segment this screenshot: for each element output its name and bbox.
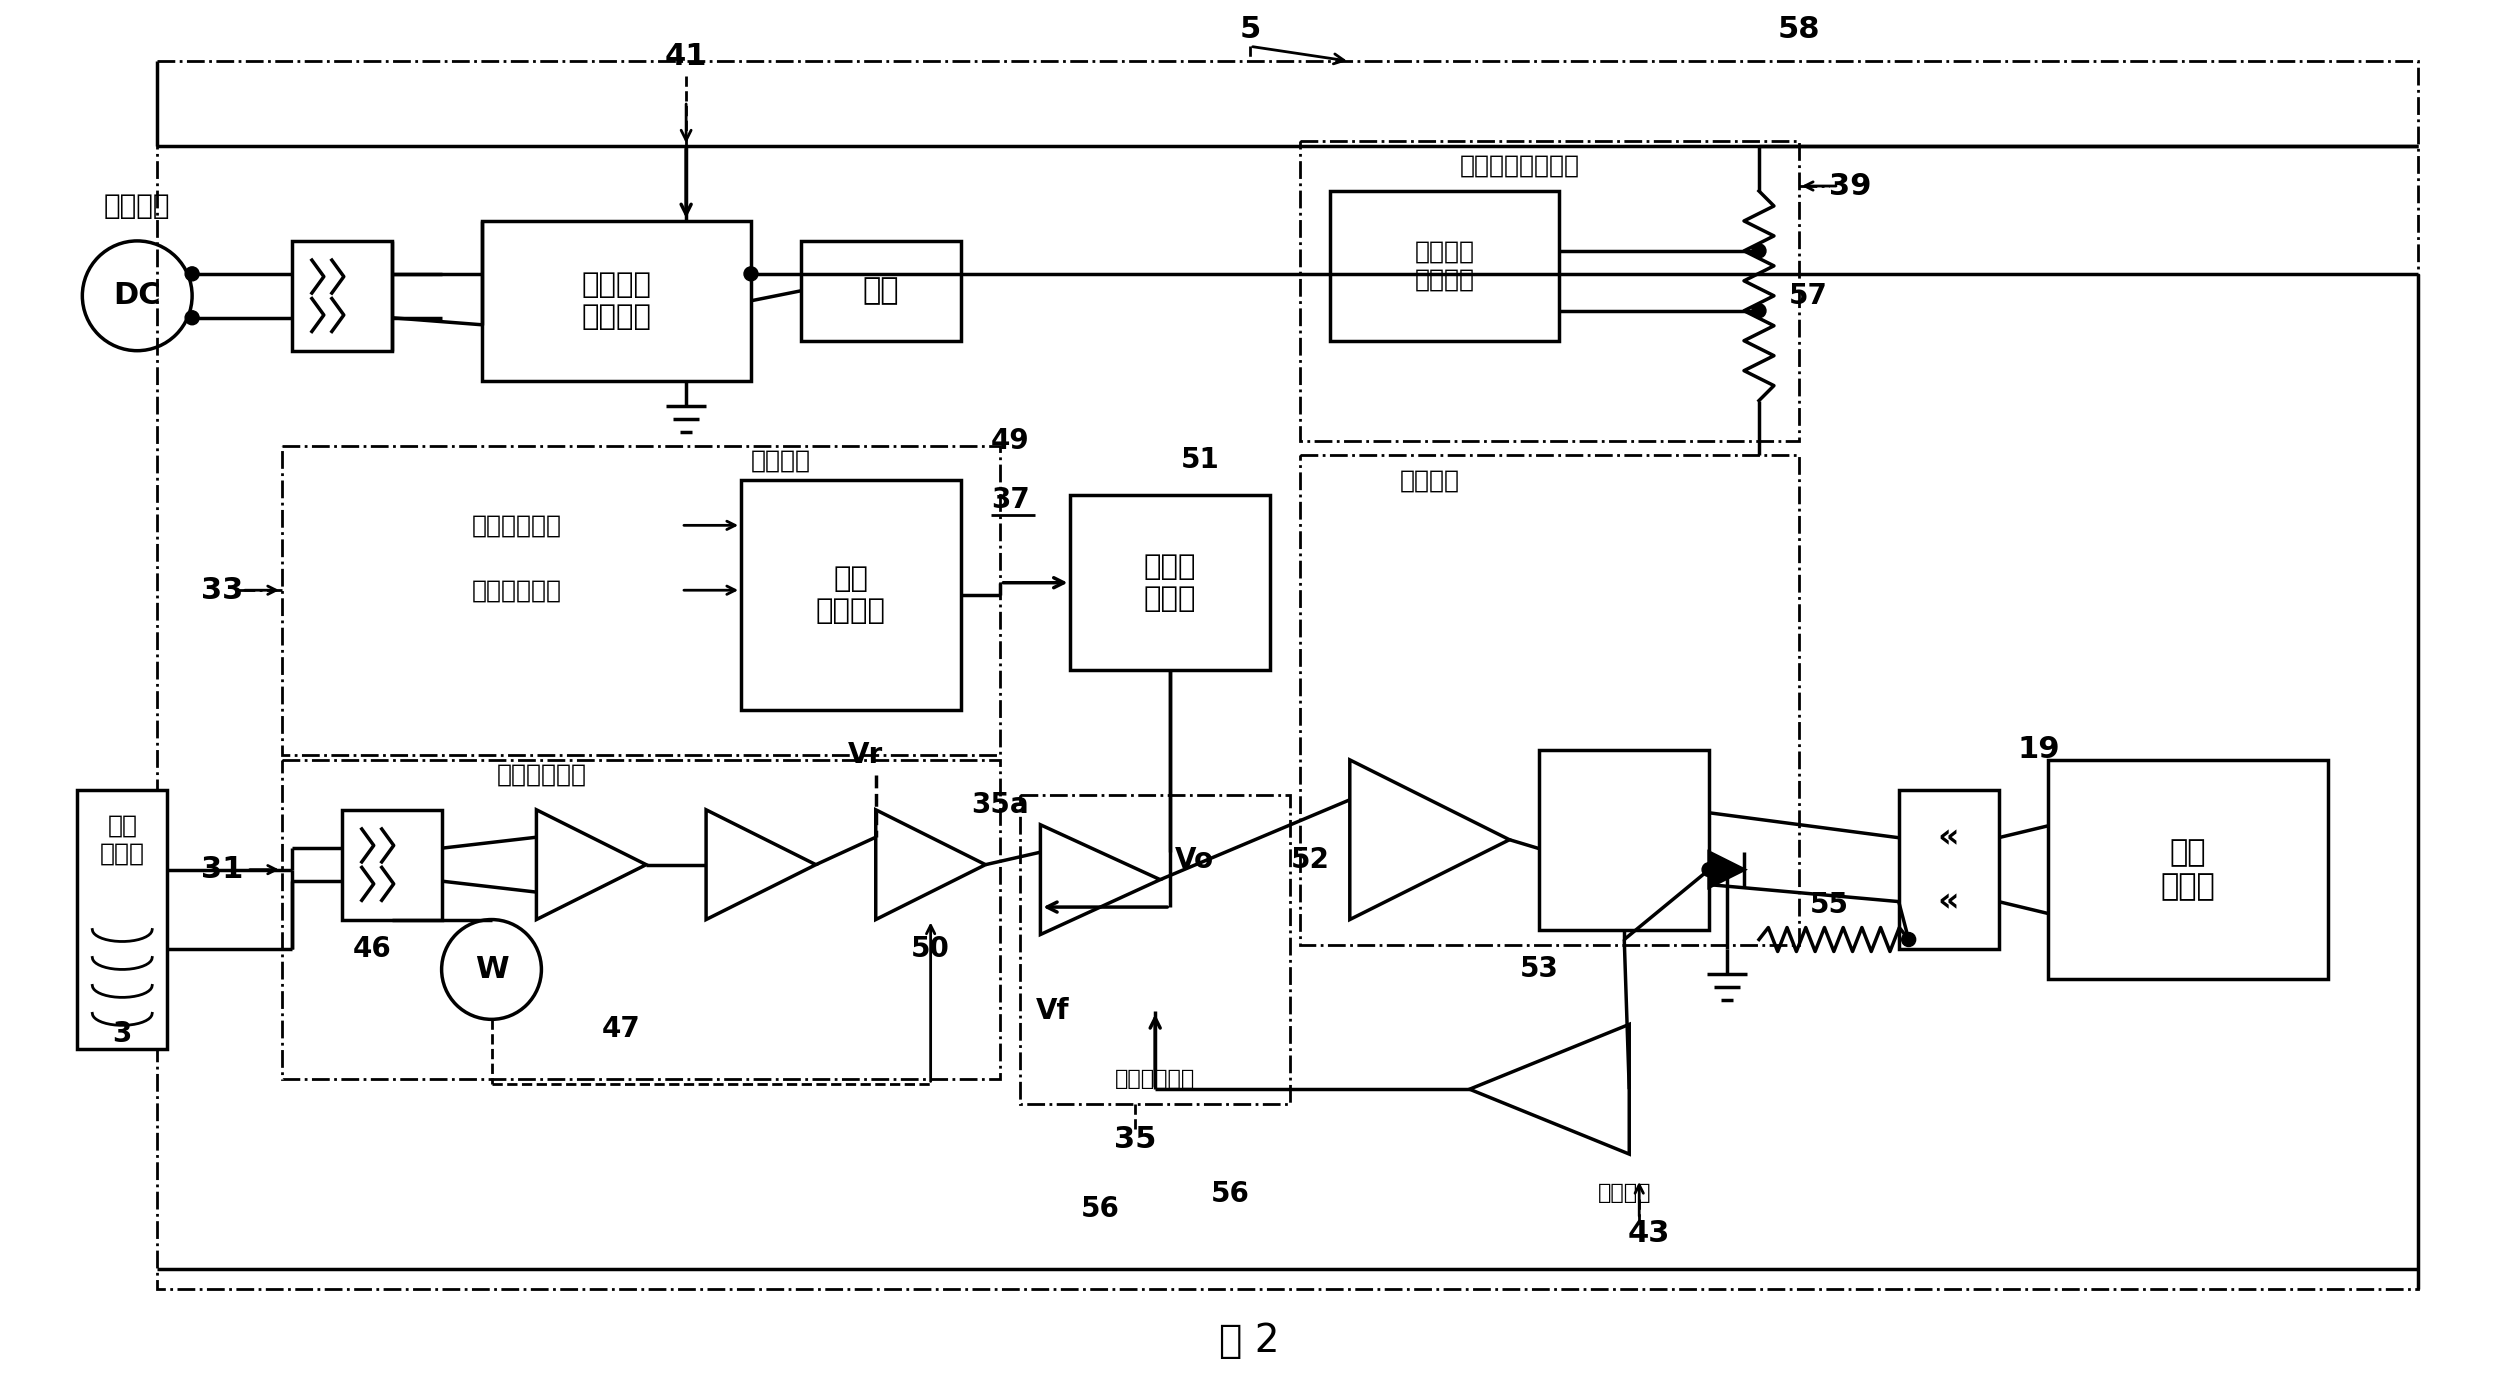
Circle shape — [1751, 303, 1766, 317]
Text: 39: 39 — [1829, 171, 1871, 200]
Text: 49: 49 — [992, 426, 1029, 455]
Text: 35a: 35a — [972, 791, 1029, 818]
Bar — [2048, 760, 2328, 980]
Text: 55: 55 — [1809, 891, 1849, 919]
Text: 52: 52 — [1291, 846, 1329, 874]
Bar — [1898, 789, 1998, 949]
Bar — [282, 760, 1002, 1079]
Circle shape — [1901, 933, 1916, 947]
Bar — [1069, 496, 1269, 670]
Bar — [342, 810, 442, 920]
Text: 直流电源: 直流电源 — [105, 192, 170, 220]
Polygon shape — [1709, 852, 1744, 887]
Text: 反馈电路: 反馈电路 — [1599, 1183, 1651, 1203]
Text: 高频振幅调整: 高频振幅调整 — [472, 578, 562, 603]
Text: 高频电路: 高频电路 — [752, 448, 812, 472]
Bar — [282, 445, 1002, 754]
Text: 电流过载保护电路: 电流过载保护电路 — [1459, 155, 1579, 178]
Text: 47: 47 — [602, 1015, 639, 1044]
Text: 51: 51 — [1182, 447, 1219, 475]
Text: 56: 56 — [1082, 1194, 1119, 1224]
Text: «: « — [1938, 821, 1958, 855]
Text: 3: 3 — [112, 1020, 132, 1048]
Text: 5: 5 — [1239, 15, 1261, 43]
Text: 温度
传感器: 温度 传感器 — [100, 814, 145, 866]
Text: 58: 58 — [1779, 15, 1821, 43]
Bar — [157, 61, 2418, 1289]
Text: 50: 50 — [912, 935, 949, 963]
Text: 57: 57 — [1789, 281, 1829, 310]
Text: 电流过载
防止电路: 电流过载 防止电路 — [1414, 239, 1474, 292]
Bar — [77, 789, 167, 1050]
Text: Vf: Vf — [1037, 998, 1069, 1026]
Text: 35: 35 — [1114, 1125, 1157, 1154]
Text: 37: 37 — [992, 486, 1029, 515]
Circle shape — [1751, 244, 1766, 258]
Text: 41: 41 — [664, 42, 707, 71]
Bar — [1022, 795, 1289, 1104]
Text: 46: 46 — [352, 935, 392, 963]
Text: 三角波
发生器: 三角波 发生器 — [1144, 553, 1197, 612]
Text: 43: 43 — [1629, 1219, 1671, 1249]
Circle shape — [185, 267, 200, 281]
Text: Vr: Vr — [849, 741, 884, 768]
Text: 图 2: 图 2 — [1219, 1322, 1279, 1360]
Text: 高频频率调整: 高频频率调整 — [472, 514, 562, 537]
Bar — [1299, 455, 1799, 945]
Bar — [802, 241, 962, 341]
Text: 异常电压
保护电路: 异常电压 保护电路 — [582, 270, 652, 331]
Text: 高频
生成电路: 高频 生成电路 — [817, 565, 887, 625]
Bar — [742, 480, 962, 710]
Bar — [1539, 750, 1709, 930]
Text: 差动放大电路: 差动放大电路 — [1114, 1069, 1197, 1089]
Text: 19: 19 — [2016, 735, 2061, 764]
Text: 31: 31 — [200, 855, 242, 884]
Bar — [1329, 191, 1559, 341]
Text: 56: 56 — [1212, 1180, 1249, 1208]
Text: Vo: Vo — [1174, 846, 1214, 874]
Text: 驱动电路: 驱动电路 — [1399, 469, 1459, 493]
Text: DC: DC — [112, 281, 160, 310]
Text: 电磁
比例阀: 电磁 比例阀 — [2161, 838, 2216, 901]
Bar — [1299, 141, 1799, 440]
Text: 33: 33 — [200, 576, 242, 604]
Text: 电流: 电流 — [862, 276, 899, 305]
Bar — [292, 241, 392, 351]
Text: 温度判定电路: 温度判定电路 — [497, 763, 587, 786]
Bar — [482, 221, 752, 380]
Text: «: « — [1938, 885, 1958, 919]
Circle shape — [744, 267, 757, 281]
Text: W: W — [475, 955, 507, 984]
Circle shape — [1701, 863, 1716, 877]
Text: 53: 53 — [1519, 955, 1559, 984]
Circle shape — [185, 310, 200, 324]
